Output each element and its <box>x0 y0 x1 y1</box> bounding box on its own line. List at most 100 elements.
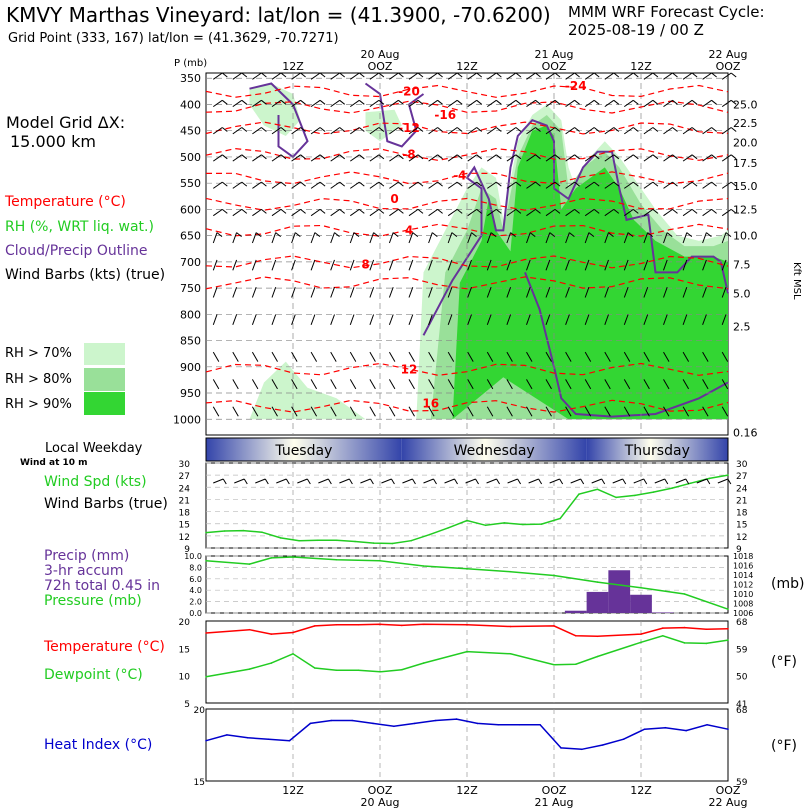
wind-barb <box>252 127 262 135</box>
surface-wind-barb <box>654 478 665 484</box>
surface-wind-barb-flag <box>327 478 332 485</box>
wind-barb-flag <box>398 154 404 160</box>
wind-barb <box>252 181 262 189</box>
wind-barb <box>624 72 634 80</box>
wind-barb-flag <box>221 181 228 187</box>
wind-barb <box>447 72 458 80</box>
wind-barb <box>486 379 494 390</box>
temperature-line-point <box>248 628 251 631</box>
wind-barb <box>428 259 433 271</box>
wind-barb <box>408 351 415 362</box>
wind-barb <box>428 99 438 108</box>
wind-barb <box>584 406 592 417</box>
wind-barb <box>663 99 673 108</box>
wind-barb <box>408 287 414 298</box>
dewpoint-line-point <box>379 671 381 673</box>
wind-barb <box>212 406 220 417</box>
wind-barb <box>526 259 531 271</box>
wind-barb <box>584 99 595 108</box>
wind-speed-line-point <box>466 519 468 522</box>
wind-barb <box>271 406 278 417</box>
wind-barb <box>232 379 239 390</box>
wind-barb-flag <box>588 232 595 237</box>
wind-barb <box>584 232 590 244</box>
wind-speed-line-point <box>205 531 207 534</box>
pressure-tick-label: 700 <box>180 256 201 269</box>
wind-barb-flag <box>261 72 267 78</box>
wind-barb-flag <box>339 181 346 187</box>
pressure-line-point <box>553 574 555 577</box>
wind-barb-flag <box>652 181 659 187</box>
wind-barb <box>330 379 337 390</box>
temperature-contour-label: -16 <box>434 108 456 122</box>
top-time-tick: OOZ <box>716 60 741 73</box>
wind-barb <box>310 127 321 135</box>
wind-barb-flag <box>300 99 306 105</box>
wind-barb <box>526 154 536 162</box>
wind-barb <box>232 154 243 162</box>
wind-barb <box>291 351 298 362</box>
wind-barb-flag <box>392 232 399 237</box>
wind-tick-right: 21 <box>736 496 747 506</box>
wind-barb <box>330 287 335 298</box>
wind-barb <box>545 208 556 217</box>
wind-barb <box>408 379 415 390</box>
wind-barb-flag <box>476 72 483 78</box>
top-time-tick: 12Z <box>630 60 652 73</box>
pressure-tick-label: 950 <box>180 387 201 400</box>
temperature-contour <box>205 223 729 237</box>
wind-barb <box>526 208 536 217</box>
wind-barb <box>545 379 552 390</box>
wind-barb <box>702 232 707 244</box>
wind-barb <box>643 314 649 325</box>
surface-wind-barb <box>423 478 434 484</box>
temperature-line-point <box>270 633 273 635</box>
wind-barb <box>232 99 243 108</box>
heat-index-line <box>205 718 729 751</box>
wind-barb <box>212 287 218 298</box>
wind-barb <box>310 72 321 80</box>
dewpoint-line-point <box>335 669 338 671</box>
temperature-contour-label: 16 <box>422 397 439 411</box>
precip-pressure-panel: 0.02.04.06.08.010.0100610081010101210141… <box>184 552 753 618</box>
wind-barb <box>467 351 474 362</box>
wind-barb <box>604 72 615 80</box>
wind-barb <box>271 232 277 244</box>
wind-barb-flag <box>593 209 600 214</box>
wind-barb <box>624 99 634 108</box>
wind-barb <box>447 208 458 217</box>
wind-barb-flag <box>398 127 404 132</box>
wind-barb <box>291 379 298 390</box>
surface-wind-barb <box>570 478 581 484</box>
wind-barb-flag <box>334 232 340 237</box>
wind-barb <box>584 127 595 135</box>
wind-barb <box>447 99 458 108</box>
precip-legend: Precip (mm) <box>44 548 130 564</box>
pressure-line-point <box>596 581 599 583</box>
wind-barb-flag <box>711 99 717 105</box>
wind-barb <box>721 127 732 135</box>
wind-barb <box>486 406 494 417</box>
wind-barb <box>643 99 654 108</box>
height-tick-label: 17.5 <box>733 157 758 170</box>
grid-point-label: Grid Point (333, 167) lat/lon = (41.3629… <box>8 31 339 46</box>
wind-barb-flag <box>515 181 522 187</box>
surface-wind-barb <box>297 478 308 484</box>
wind-barb-flag <box>608 232 614 237</box>
temperature-tick-right: 50 <box>736 673 748 683</box>
wind-barb-flag <box>456 127 463 132</box>
wind-tick-right: 12 <box>736 533 747 543</box>
wind-barb <box>447 181 458 189</box>
wind-barb-flag <box>593 127 600 132</box>
wind-barb-flag <box>378 154 385 160</box>
wind-speed-line-point <box>559 517 561 520</box>
wind-barb-flag <box>711 127 717 132</box>
wind-barb <box>623 379 631 390</box>
wind-barb <box>604 379 611 390</box>
wind-barb <box>584 154 595 162</box>
bottom-date-tick: 20 Aug <box>361 796 400 809</box>
wind-tick-left: 12 <box>179 533 190 543</box>
wind-barb-flag <box>672 99 678 105</box>
heat-index-tick-right: 59 <box>736 778 748 788</box>
wind-barb-flag <box>515 127 522 132</box>
